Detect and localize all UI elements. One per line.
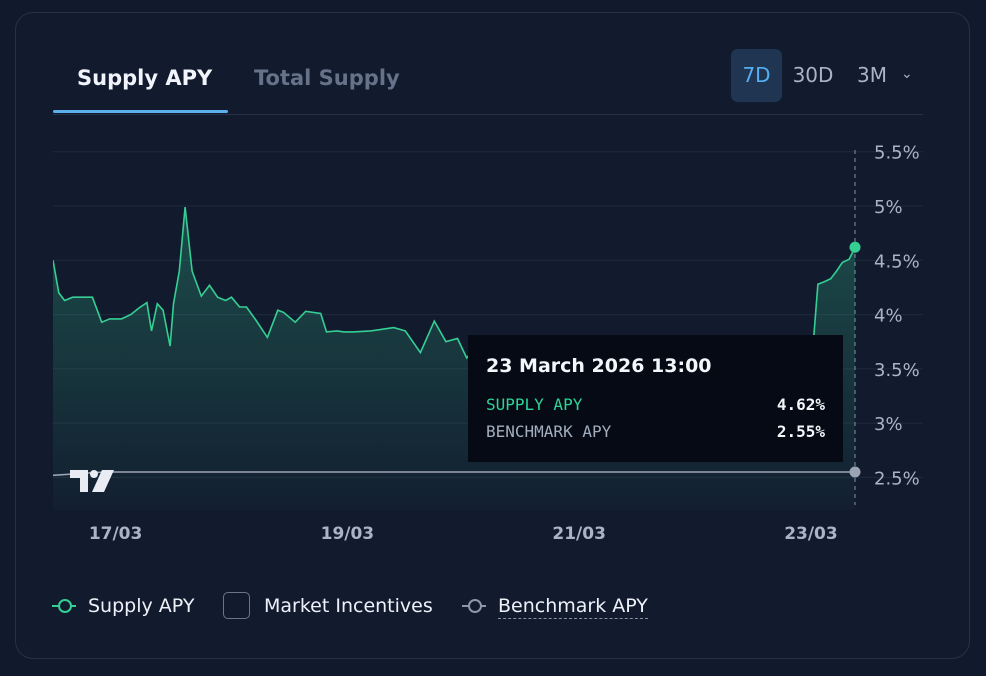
tab-total-supply[interactable]: Total Supply [254,66,400,90]
period-3m-button[interactable]: 3M [857,63,887,87]
legend-benchmark-apy[interactable]: Benchmark APY [462,590,648,622]
x-tick-label: 17/03 [89,524,143,544]
y-tick-label: 5.5% [874,143,920,164]
tooltip-benchmark-value: 2.55% [776,422,825,441]
tooltip-benchmark-row: BENCHMARK APY 2.55% [486,418,825,445]
tradingview-logo-icon [70,470,114,492]
checkbox-icon [223,591,250,619]
period-7d-button[interactable]: 7D [731,49,782,102]
y-tick-label: 2.5% [874,468,920,489]
line-marker-icon [52,590,76,622]
chart-tooltip: 23 March 2026 13:00 SUPPLY APY 4.62% BEN… [468,335,843,462]
x-tick-label: 19/03 [321,524,375,544]
legend-market-incentives[interactable]: Market Incentives [223,590,433,622]
legend-supply-apy[interactable]: Supply APY [52,590,194,622]
chart-tabs: Supply APY Total Supply [53,56,923,115]
tooltip-benchmark-label: BENCHMARK APY [486,422,612,441]
benchmark-apy-marker [849,466,861,478]
legend-incentives-label: Market Incentives [264,595,433,617]
period-30d-button[interactable]: 30D [792,63,834,87]
x-tick-label: 21/03 [552,524,606,544]
tooltip-supply-row: SUPPLY APY 4.62% [486,391,825,418]
y-tick-label: 4.5% [874,251,920,272]
tooltip-supply-label: SUPPLY APY [486,395,583,414]
active-tab-indicator [53,110,228,113]
y-tick-label: 3.5% [874,360,920,381]
line-marker-icon [462,590,486,622]
legend-supply-label: Supply APY [88,595,195,617]
tooltip-supply-value: 4.62% [776,395,825,414]
y-tick-label: 4% [874,306,903,327]
legend-benchmark-label: Benchmark APY [498,595,648,619]
x-axis: 17/03 19/03 21/03 23/03 [89,524,838,544]
tooltip-date: 23 March 2026 13:00 [486,355,712,377]
y-tick-label: 5% [874,197,903,218]
y-tick-label: 3% [874,414,903,435]
y-axis: 5.5% 5% 4.5% 4% 3.5% 3% 2.5% [874,143,920,490]
tab-supply-apy[interactable]: Supply APY [77,66,213,90]
supply-apy-marker [849,241,861,253]
chevron-down-icon[interactable]: ⌄ [901,66,913,82]
x-tick-label: 23/03 [784,524,838,544]
